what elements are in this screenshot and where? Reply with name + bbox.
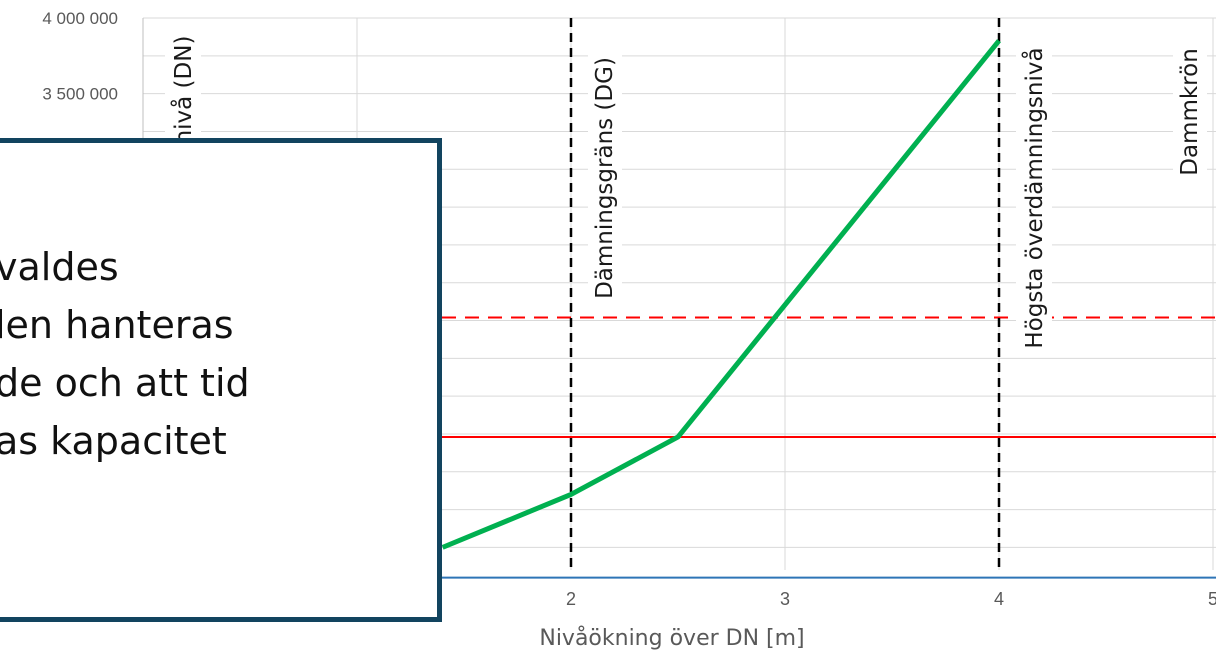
vertical-line-label: Dämningsgräns (DG): [592, 57, 618, 299]
overlay-callout-box: valdes len hanteras de och att tid as ka…: [0, 138, 442, 622]
overlay-line: de och att tid: [0, 361, 250, 405]
overlay-line: len hanteras: [0, 303, 234, 347]
vertical-labels: nivå (DN) Dämningsgräns (DG) Högsta överdä…: [165, 27, 1207, 357]
vertical-line-label: Dammkrön: [1177, 48, 1203, 176]
series-line: [441, 39, 1001, 550]
label-background: [165, 27, 201, 153]
x-axis-label: Nivåökning över DN [m]: [539, 625, 804, 651]
vertical-line-label-group: Dämningsgräns (DG): [588, 49, 622, 307]
vertical-line-label: Högsta överdämningsnivå: [1020, 47, 1048, 348]
vertical-line-label-group: Dammkrön: [1173, 40, 1207, 184]
x-tick-label: 3: [780, 589, 790, 609]
vertical-line-label-group: Högsta överdämningsnivå: [1016, 39, 1052, 357]
y-tick-label: 4 000 000: [42, 9, 118, 28]
x-tick-label: 2: [566, 589, 576, 609]
overlay-text: valdes len hanteras de och att tid as ka…: [0, 238, 250, 470]
label-background: [1016, 39, 1052, 357]
overlay-line: as kapacitet: [0, 419, 227, 463]
series: [441, 39, 1001, 550]
x-tick-label: 4: [994, 589, 1004, 609]
vertical-line-label-group: nivå (DN): [165, 27, 201, 153]
tick-labels: 4 000 000 3 500 000 2 3 4 5: [42, 9, 1216, 609]
label-background: [588, 49, 622, 307]
overlay-line: valdes: [0, 245, 119, 289]
label-background: [1173, 40, 1207, 184]
y-tick-label: 3 500 000: [42, 85, 118, 104]
vertical-line-label: nivå (DN): [169, 36, 197, 145]
x-tick-label: 5: [1208, 589, 1216, 609]
